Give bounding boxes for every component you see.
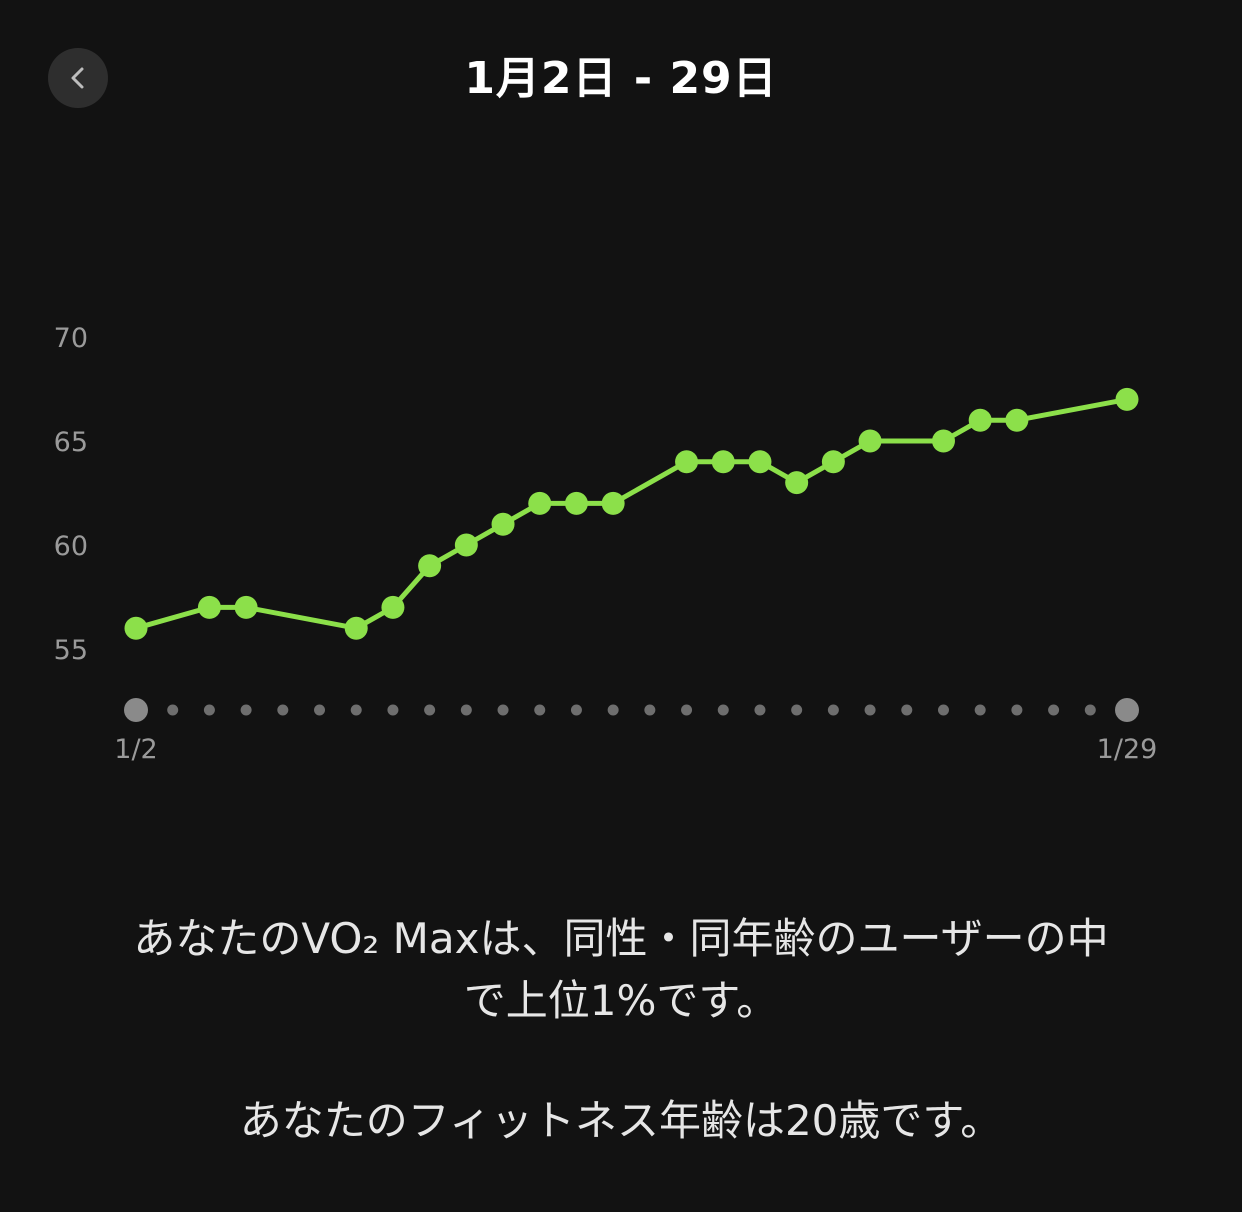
x-axis-dot [350,704,362,716]
x-axis-dot [240,704,252,716]
data-point [381,595,405,619]
x-axis-dot [791,704,803,716]
chart-canvas: 55 60 65 70 1/2 1/29 [54,323,1158,765]
x-axis-dot [167,704,179,716]
x-axis-dot [901,704,913,716]
data-point [234,595,258,619]
data-point [785,471,809,495]
y-tick-label: 65 [54,427,88,458]
data-point [454,533,478,557]
x-axis-dot [1011,704,1023,716]
x-axis-dot [937,704,949,716]
vo2max-chart: 55 60 65 70 1/2 1/29 [0,300,1242,780]
percentile-message-line-2: で上位1%です。 [463,976,779,1025]
x-axis-dot [424,704,436,716]
data-point [1005,408,1029,432]
back-button[interactable] [48,48,108,108]
data-point [124,616,148,640]
percentile-message: あなたのVO₂ Maxは、同性・同年齢のユーザーの中 で上位1%です。 [40,908,1202,1032]
x-axis-endpoint-dot [1115,698,1139,722]
x-tick-label: 1/29 [1097,734,1158,765]
x-axis-dot [644,704,656,716]
data-point [197,595,221,619]
data-point [675,450,699,474]
x-axis-dot [754,704,766,716]
x-axis-dot [497,704,509,716]
x-axis-dot [827,704,839,716]
x-axis-dot [1048,704,1060,716]
y-tick-label: 55 [54,635,88,666]
data-point [564,491,588,515]
data-point [931,429,955,453]
x-tick-label: 1/2 [114,734,157,765]
data-point [491,512,515,536]
x-axis-dot [607,704,619,716]
fitness-age-message: あなたのフィットネス年齢は20歳です。 [239,1096,1003,1145]
x-axis-dot [277,704,289,716]
x-axis-dot [974,704,986,716]
x-axis-dot [534,704,546,716]
data-point [711,450,735,474]
data-point [821,450,845,474]
series-line [133,396,1130,631]
x-axis-dot [387,704,399,716]
x-axis-dot [314,704,326,716]
x-axis-dot [570,704,582,716]
data-point [601,491,625,515]
data-point [858,429,882,453]
data-point [528,491,552,515]
data-point [748,450,772,474]
x-axis-dot [1084,704,1096,716]
percentile-message-line-1: あなたのVO₂ Maxは、同性・同年齢のユーザーの中 [133,914,1109,963]
data-point [1115,387,1139,411]
x-axis-dot [460,704,472,716]
data-point [344,616,368,640]
y-tick-label: 70 [54,323,88,354]
x-axis-endpoint-dot [124,698,148,722]
data-point [968,408,992,432]
data-point [418,554,442,578]
x-axis-dot [717,704,729,716]
x-axis-dot [203,704,215,716]
y-tick-label: 60 [54,531,88,562]
page-title: 1月2日 - 29日 [464,53,778,104]
chevron-left-icon [71,67,84,89]
x-axis-dot [864,704,876,716]
x-axis-dot [681,704,693,716]
